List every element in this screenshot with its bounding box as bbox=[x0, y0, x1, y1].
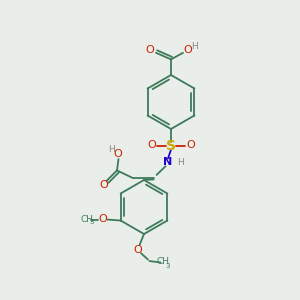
Text: O: O bbox=[186, 140, 195, 150]
Text: O: O bbox=[113, 148, 122, 159]
Text: H: H bbox=[191, 42, 198, 51]
Text: N: N bbox=[164, 157, 172, 167]
Text: O: O bbox=[146, 45, 154, 56]
Text: H: H bbox=[177, 158, 184, 167]
Text: O: O bbox=[183, 45, 192, 56]
Text: O: O bbox=[98, 214, 107, 224]
Text: 3: 3 bbox=[90, 219, 94, 225]
Text: H: H bbox=[108, 146, 115, 154]
Text: O: O bbox=[147, 140, 156, 150]
Text: O: O bbox=[99, 180, 108, 190]
Text: 3: 3 bbox=[166, 262, 170, 268]
Text: CH: CH bbox=[157, 257, 170, 266]
Text: CH: CH bbox=[81, 214, 94, 224]
Text: O: O bbox=[134, 244, 142, 255]
Text: S: S bbox=[166, 139, 176, 152]
